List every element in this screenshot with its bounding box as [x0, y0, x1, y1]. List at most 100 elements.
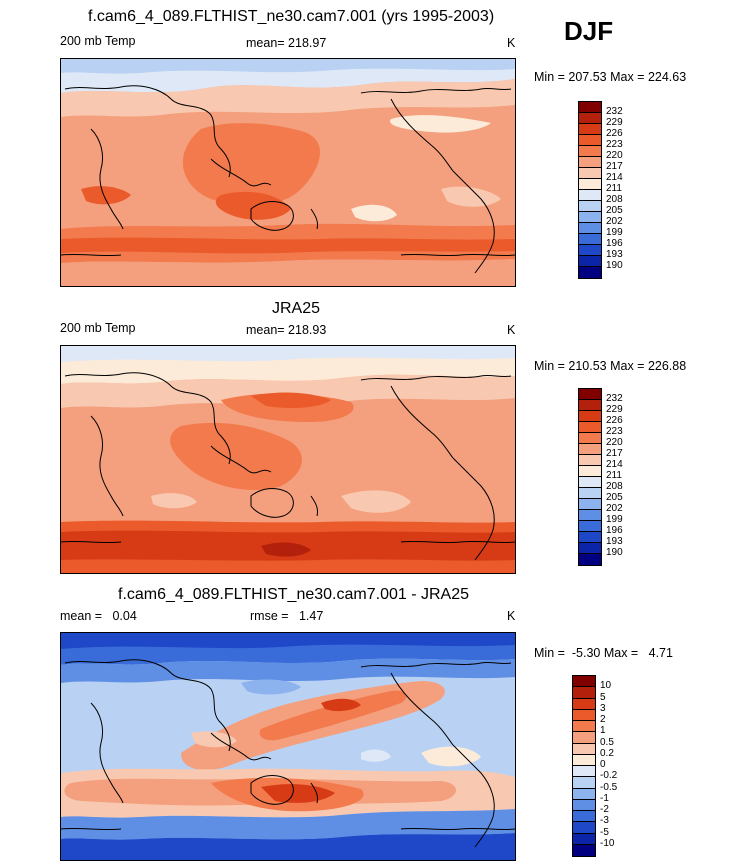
colorbar-swatch [579, 256, 601, 267]
colorbar-tick-label: 220 [606, 150, 623, 161]
panel2-mean-label: mean= 218.93 [246, 323, 327, 337]
colorbar-swatch [573, 799, 595, 811]
colorbar-tick-label: 226 [606, 128, 623, 139]
colorbar-tick-label: 190 [606, 260, 623, 271]
colorbar-swatch [579, 466, 601, 477]
colorbar-swatch [573, 743, 595, 755]
colorbar-tick-label: 193 [606, 249, 623, 260]
panel3-colorbar [572, 675, 596, 857]
colorbar-swatch [573, 687, 595, 699]
colorbar-swatch [579, 422, 601, 433]
colorbar-swatch [579, 433, 601, 444]
colorbar-tick-label: 211 [606, 470, 622, 481]
panel1-variable-label: 200 mb Temp [60, 34, 136, 48]
season-label: DJF [564, 16, 614, 46]
colorbar-swatch [579, 532, 601, 543]
panel2-title: JRA25 [272, 300, 321, 317]
colorbar-tick-label: 0.5 [600, 736, 614, 748]
colorbar-swatch [573, 844, 595, 856]
panel2-map [60, 345, 516, 574]
colorbar-tick-label: 214 [606, 459, 623, 470]
colorbar-swatch [579, 389, 601, 400]
colorbar-swatch [579, 455, 601, 466]
panel2-units-label: K [507, 323, 516, 337]
colorbar-swatch [579, 168, 601, 179]
colorbar-tick-label: 0 [600, 759, 606, 770]
colorbar-tick-label: 199 [606, 514, 623, 525]
colorbar-swatch [579, 135, 601, 146]
panel3-units-label: K [507, 609, 516, 623]
colorbar-swatch [579, 113, 601, 124]
colorbar-swatch [579, 521, 601, 532]
colorbar-tick-label: 2 [600, 714, 606, 725]
colorbar-tick-label: -2 [600, 804, 609, 815]
panel3-title: f.cam6_4_089.FLTHIST_ne30.cam7.001 - JRA… [118, 586, 469, 603]
colorbar-swatch [573, 777, 595, 789]
colorbar-tick-label: -0.5 [600, 781, 618, 793]
colorbar-swatch [573, 721, 595, 733]
colorbar-tick-label: 223 [606, 426, 623, 437]
colorbar-tick-label: -10 [600, 837, 615, 849]
colorbar-tick-label: 223 [606, 139, 623, 150]
panel1-map [60, 58, 516, 287]
colorbar-swatch [579, 554, 601, 565]
colorbar-tick-label: 196 [606, 238, 623, 249]
colorbar-tick-label: 3 [600, 702, 606, 714]
colorbar-swatch [579, 234, 601, 245]
colorbar-tick-label: 208 [606, 194, 623, 205]
colorbar-swatch [579, 201, 601, 212]
colorbar-tick-label: 1 [600, 725, 606, 737]
panel3-minmax-label: Min = -5.30 Max = 4.71 [534, 646, 673, 660]
colorbar-tick-label: 229 [606, 404, 623, 415]
panel2-minmax-label: Min = 210.53 Max = 226.88 [534, 359, 687, 373]
panel1-mean-label: mean= 218.97 [246, 36, 327, 50]
colorbar-tick-label: 217 [606, 161, 623, 172]
colorbar-tick-label: 220 [606, 437, 623, 448]
colorbar-tick-label: 232 [606, 393, 623, 404]
colorbar-swatch [573, 811, 595, 823]
colorbar-tick-label: 214 [606, 172, 623, 183]
colorbar-swatch [579, 488, 601, 499]
colorbar-swatch [579, 477, 601, 488]
colorbar-swatch [573, 833, 595, 845]
colorbar-tick-label: 199 [606, 227, 623, 238]
colorbar-swatch [579, 543, 601, 554]
colorbar-swatch [579, 212, 601, 223]
colorbar-tick-label: -3 [600, 815, 609, 827]
colorbar-swatch [579, 124, 601, 135]
colorbar-swatch [579, 157, 601, 168]
colorbar-swatch [579, 223, 601, 234]
colorbar-swatch [573, 822, 595, 834]
colorbar-tick-label: 205 [606, 492, 623, 503]
panel2-colorbar [578, 388, 602, 566]
colorbar-swatch [573, 709, 595, 721]
colorbar-swatch [579, 245, 601, 256]
panel1-colorbar [578, 101, 602, 279]
panel3-mean-label: mean = 0.04 [60, 609, 137, 623]
colorbar-tick-label: 232 [606, 106, 623, 117]
colorbar-tick-label: 229 [606, 117, 623, 128]
colorbar-swatch [579, 146, 601, 157]
colorbar-swatch [579, 499, 601, 510]
colorbar-swatch [573, 754, 595, 766]
colorbar-tick-label: 196 [606, 525, 623, 536]
panel2-variable-label: 200 mb Temp [60, 321, 136, 335]
colorbar-tick-label: 0.2 [600, 747, 614, 759]
colorbar-swatch [579, 444, 601, 455]
colorbar-swatch [579, 102, 601, 113]
panel3-rmse-label: rmse = 1.47 [250, 609, 324, 623]
colorbar-tick-label: 5 [600, 691, 606, 703]
colorbar-tick-label: 205 [606, 205, 623, 216]
colorbar-tick-label: 226 [606, 415, 623, 426]
colorbar-swatch [573, 788, 595, 800]
colorbar-tick-label: -1 [600, 792, 609, 804]
colorbar-tick-label: 190 [606, 547, 623, 558]
colorbar-swatch [579, 411, 601, 422]
colorbar-tick-label: 193 [606, 536, 623, 547]
colorbar-tick-label: 217 [606, 448, 623, 459]
panel3-map [60, 632, 516, 861]
colorbar-swatch [579, 179, 601, 190]
panel1-units-label: K [507, 36, 516, 50]
colorbar-swatch [579, 400, 601, 411]
panel1-minmax-label: Min = 207.53 Max = 224.63 [534, 70, 687, 84]
